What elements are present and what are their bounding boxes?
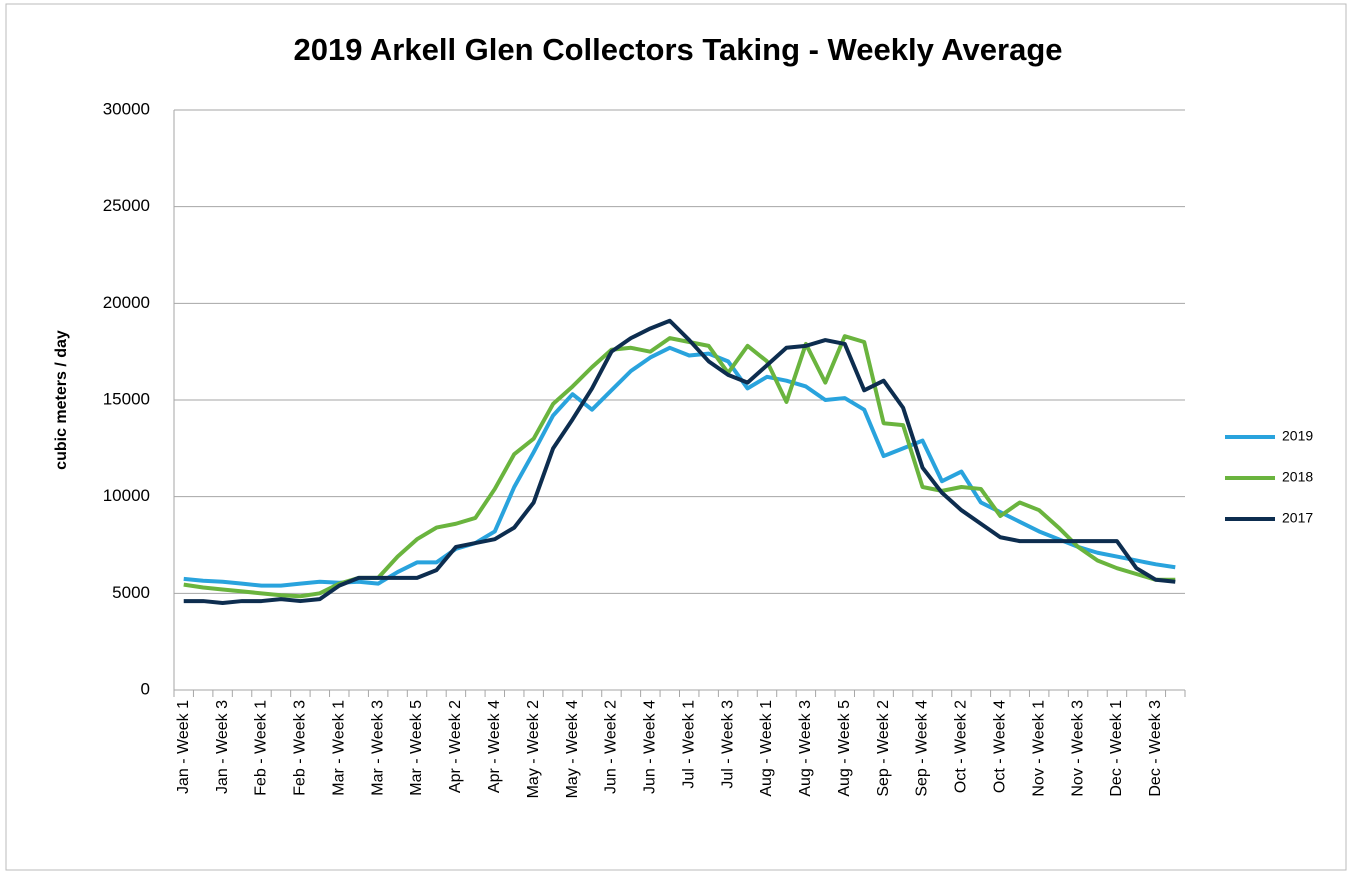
y-tick-label: 25000	[103, 196, 150, 215]
x-tick-label: Jun - Week 2	[603, 700, 620, 794]
x-tick-label: Aug - Week 3	[797, 700, 814, 797]
x-tick-label: Nov - Week 3	[1069, 700, 1086, 797]
legend-label: 2017	[1282, 510, 1313, 526]
x-tick-label: Dec - Week 3	[1147, 700, 1164, 797]
y-tick-label: 20000	[103, 293, 150, 312]
x-tick-label: Jan - Week 1	[175, 700, 192, 794]
y-tick-label: 0	[141, 679, 150, 698]
x-tick-label: May - Week 2	[525, 700, 542, 799]
x-tick-label: Nov - Week 1	[1030, 700, 1047, 797]
x-tick-label: Jun - Week 4	[642, 700, 659, 794]
x-tick-label: Mar - Week 1	[330, 700, 347, 796]
y-tick-label: 30000	[103, 99, 150, 118]
y-tick-label: 15000	[103, 389, 150, 408]
y-tick-label: 10000	[103, 486, 150, 505]
x-tick-label: Jul - Week 3	[719, 700, 736, 789]
y-axis-label: cubic meters / day	[53, 330, 70, 470]
x-tick-label: Feb - Week 3	[292, 700, 309, 796]
x-tick-label: May - Week 4	[564, 700, 581, 799]
legend-label: 2019	[1282, 428, 1313, 444]
legend-label: 2018	[1282, 469, 1313, 485]
x-tick-label: Jul - Week 1	[680, 700, 697, 789]
x-tick-label: Mar - Week 3	[369, 700, 386, 796]
x-tick-label: Aug - Week 1	[758, 700, 775, 797]
x-tick-label: Sep - Week 4	[914, 700, 931, 797]
x-tick-label: Sep - Week 2	[875, 700, 892, 797]
x-tick-label: Oct - Week 2	[953, 700, 970, 793]
x-tick-label: Dec - Week 1	[1108, 700, 1125, 797]
x-tick-label: Oct - Week 4	[992, 700, 1009, 793]
x-tick-label: Jan - Week 3	[214, 700, 231, 794]
x-tick-label: Aug - Week 5	[836, 700, 853, 797]
y-tick-label: 5000	[112, 583, 150, 602]
chart-border	[5, 3, 1347, 871]
x-tick-label: Apr - Week 2	[447, 700, 464, 793]
x-tick-label: Feb - Week 1	[253, 700, 270, 796]
chart-title: 2019 Arkell Glen Collectors Taking - Wee…	[293, 32, 1062, 67]
x-tick-label: Apr - Week 4	[486, 700, 503, 793]
series-line	[183, 318, 1176, 605]
x-tick-label: Mar - Week 5	[408, 700, 425, 796]
